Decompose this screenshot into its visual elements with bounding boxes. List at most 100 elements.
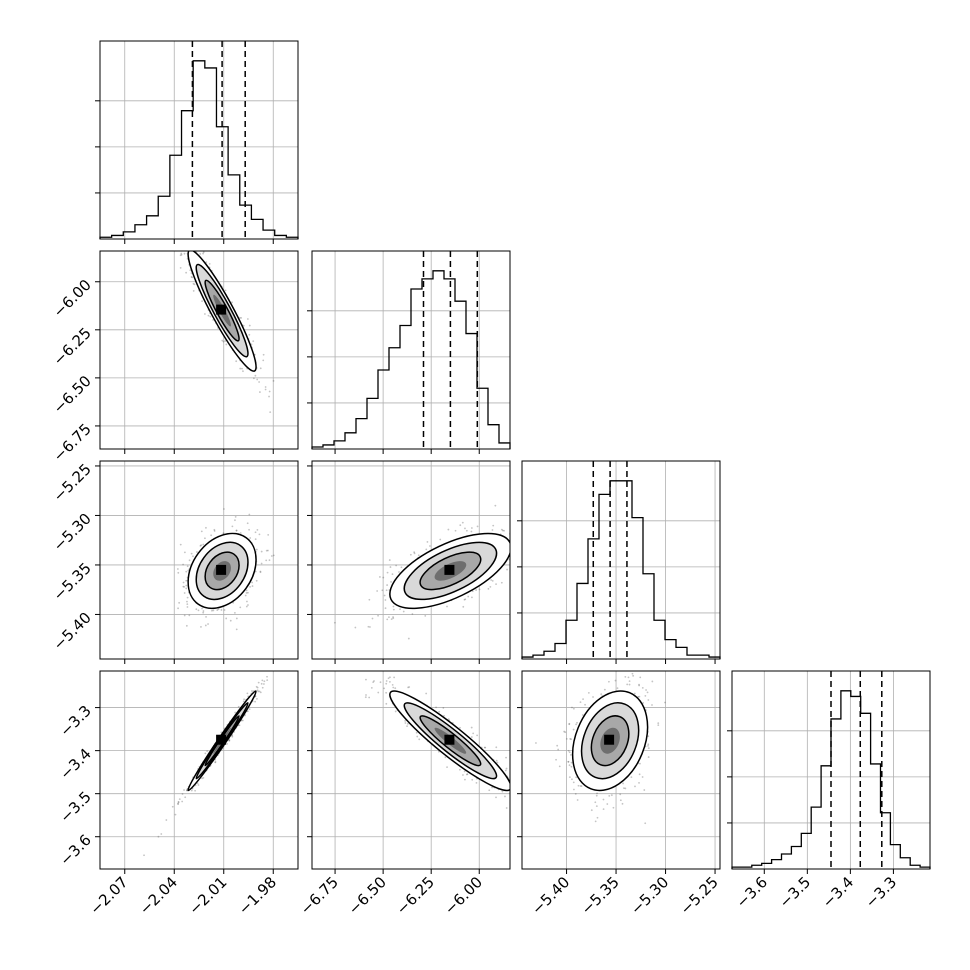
y-tick-label: −6.25 [50,324,95,369]
histogram-bin [871,764,881,869]
scatter-point [182,249,184,251]
scatter-point [383,687,386,690]
histogram-bin [389,348,400,449]
scatter-point [385,589,388,592]
scatter-point [204,313,206,315]
scatter-point [233,611,236,614]
scatter-point [600,693,603,696]
scatter-point [239,606,242,609]
scatter-point [249,537,252,539]
scatter-point [407,637,410,640]
x-tick-label: −6.25 [393,873,438,918]
scatter-point [185,570,188,573]
scatter-point [213,530,216,532]
scatter-point [466,773,469,776]
scatter-point [632,674,635,677]
histogram-bin [801,833,811,869]
scatter-point [651,680,654,683]
scatter-point [206,750,209,753]
scatter-point [572,728,575,731]
scatter-point [484,746,487,749]
scatter-point [251,581,254,584]
scatter-point [462,774,464,776]
scatter-point [385,682,388,685]
scatter-point [191,244,193,246]
histogram-bin [791,846,801,869]
scatter-point [266,679,269,682]
scatter-point [259,367,262,370]
scatter-point [204,752,207,755]
histogram-bin [890,845,900,869]
scatter-point [258,533,261,536]
scatter-point [437,750,440,753]
panel-frame [99,40,299,240]
scatter-point [547,823,549,825]
scatter-point [514,541,516,543]
scatter-point [595,794,598,797]
scatter-point [535,742,537,744]
scatter-point [223,508,225,510]
histogram-bin [555,644,566,659]
panel-frame [731,670,931,870]
scatter-point [483,746,486,749]
scatter-point [512,532,514,534]
histogram-bin [533,655,544,659]
histogram-bin [112,235,124,239]
scatter-point [376,590,379,592]
scatter-point [501,790,504,793]
panel-frame [99,460,299,660]
histogram-bin [378,370,389,449]
histogram-bin [861,713,871,869]
x-tick-label: −3.5 [776,873,814,911]
scatter-point [641,686,644,689]
scatter-point [373,680,375,682]
scatter-point [259,391,261,393]
scatter-point [199,545,202,547]
density-peak [604,734,615,745]
scatter-point [651,704,653,706]
histogram-bin [782,854,792,869]
scatter-point [621,802,624,805]
histogram-bin [323,445,334,449]
density-panel-1-0 [99,244,299,454]
scatter-point [386,584,389,586]
scatter-point [222,532,225,535]
scatter-point [487,587,490,590]
scatter-point [178,601,181,604]
histogram-bin [654,620,665,659]
scatter-point [391,683,394,686]
x-tick-label: −5.30 [627,873,672,918]
scatter-point [186,596,189,599]
scatter-point [579,701,582,703]
scatter-point [222,340,225,343]
scatter-point [567,749,570,752]
scatter-point [495,759,498,762]
scatter-point [256,689,259,692]
scatter-point [393,676,396,679]
scatter-point [557,748,560,751]
scatter-point [204,537,206,540]
scatter-point [182,563,184,566]
scatter-point [657,724,660,726]
scatter-point [262,359,265,362]
histogram-bin [275,235,287,239]
scatter-point [459,768,461,771]
scatter-point [242,700,245,703]
scatter-point [257,681,260,684]
scatter-point [495,583,497,585]
scatter-point [254,374,257,377]
scatter-point [568,776,571,779]
scatter-point [378,576,381,578]
panel-frame [311,670,511,870]
scatter-point [409,553,412,556]
scatter-point [254,531,257,534]
scatter-point [418,738,421,741]
scatter-point [260,562,263,565]
scatter-point [501,529,504,532]
scatter-point [265,549,268,552]
scatter-point [568,751,571,754]
scatter-point [202,610,205,612]
scatter-point [488,789,491,792]
scatter-point [603,688,606,691]
scatter-point [256,528,259,531]
